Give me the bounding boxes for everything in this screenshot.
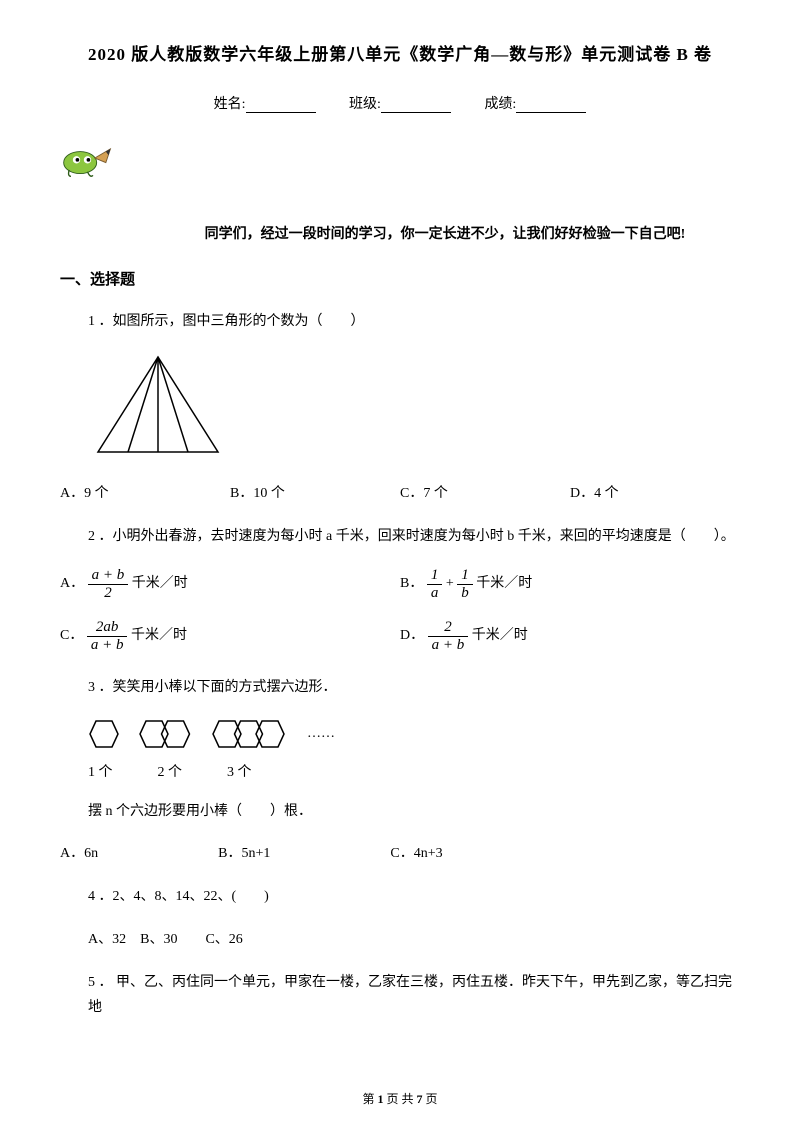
pencil-icon: [60, 133, 115, 183]
class-blank: [381, 99, 451, 113]
footer-suffix: 页: [423, 1092, 438, 1106]
class-label: 班级:: [349, 97, 381, 112]
q2c-den: a + b: [87, 637, 128, 654]
q2b-f1-num: 1: [427, 567, 443, 585]
hexagon-labels: 1 个 2 个 3 个: [88, 761, 740, 781]
hexagon-3: [211, 719, 289, 749]
hex-label-2: 2 个: [158, 761, 183, 781]
q2b-f2-den: b: [457, 585, 473, 602]
question-1-text: 1 ．如图所示，图中三角形的个数为（ ）: [88, 309, 740, 334]
question-2-text: 2 ．小明外出春游，去时速度为每小时 a 千米，回来时速度为每小时 b 千米，来…: [88, 524, 740, 549]
hex-label-1: 1 个: [88, 761, 113, 781]
q2a-num: a + b: [88, 567, 129, 585]
name-blank: [246, 99, 316, 113]
q2b-plus: +: [446, 577, 454, 592]
question-2-options-row2: C． 2aba + b 千米／时 D． 2a + b 千米／时: [60, 619, 740, 653]
q3-opt-a: A．6n: [60, 842, 98, 862]
q1-opt-b: B．10 个: [230, 482, 400, 502]
triangle-figure: [88, 352, 228, 462]
encouragement-text: 同学们，经过一段时间的学习，你一定长进不少，让我们好好检验一下自己吧!: [150, 223, 740, 243]
q2c-num: 2ab: [87, 619, 128, 637]
q2d-prefix: D．: [400, 629, 424, 644]
q2a-suffix: 千米／时: [132, 577, 188, 592]
question-3-text: 3 ．笑笑用小棒以下面的方式摆六边形．: [88, 675, 740, 700]
q3-opt-c: C．4n+3: [390, 842, 442, 862]
q2-opt-c: C． 2aba + b 千米／时: [60, 619, 400, 653]
q1-opt-c: C．7 个: [400, 482, 570, 502]
name-label: 姓名:: [214, 97, 246, 112]
hex-label-3: 3 个: [227, 761, 252, 781]
q2b-f2-num: 1: [457, 567, 473, 585]
q1-opt-d: D．4 个: [570, 482, 740, 502]
question-1-options: A．9 个 B．10 个 C．7 个 D．4 个: [60, 482, 740, 502]
question-4-text: 4 ．2、4、8、14、22、( ): [88, 884, 740, 909]
section-1-title: 一、选择题: [60, 268, 740, 289]
student-info-line: 姓名: 班级: 成绩:: [60, 93, 740, 113]
q2a-prefix: A．: [60, 577, 84, 592]
q2b-suffix: 千米／时: [476, 577, 532, 592]
question-2-options-row1: A． a + b2 千米／时 B． 1a + 1b 千米／时: [60, 567, 740, 601]
footer-prefix: 第: [362, 1092, 377, 1106]
hexagon-1: [88, 719, 120, 749]
question-4-options: A、32 B、30 C、26: [88, 927, 740, 952]
hexagon-figures: ……: [88, 719, 740, 749]
hexagon-2: [138, 719, 193, 749]
page-title: 2020 版人教版数学六年级上册第八单元《数学广角—数与形》单元测试卷 B 卷: [60, 40, 740, 65]
q2-opt-d: D． 2a + b 千米／时: [400, 619, 740, 653]
question-3-options: A．6n B．5n+1 C．4n+3: [60, 842, 740, 862]
question-5-text: 5 ． 甲、乙、丙住同一个单元，甲家在一楼，乙家在三楼，丙住五楼．昨天下午，甲先…: [88, 970, 740, 1020]
q2b-f1-den: a: [427, 585, 443, 602]
q2d-suffix: 千米／时: [472, 629, 528, 644]
q2b-prefix: B．: [400, 577, 423, 592]
question-3-text2: 摆 n 个六边形要用小棒（ ）根．: [88, 799, 740, 824]
score-blank: [516, 99, 586, 113]
footer-mid: 页 共: [383, 1092, 416, 1106]
q2-opt-b: B． 1a + 1b 千米／时: [400, 567, 740, 601]
q2d-num: 2: [428, 619, 469, 637]
q2d-den: a + b: [428, 637, 469, 654]
score-label: 成绩:: [484, 97, 516, 112]
q2a-den: 2: [88, 585, 129, 602]
hexagon-ellipsis: ……: [307, 726, 335, 742]
q3-opt-b: B．5n+1: [218, 842, 270, 862]
q2c-suffix: 千米／时: [131, 629, 187, 644]
q1-opt-a: A．9 个: [60, 482, 230, 502]
q2c-prefix: C．: [60, 629, 83, 644]
q2-opt-a: A． a + b2 千米／时: [60, 567, 400, 601]
page-footer: 第 1 页 共 7 页: [0, 1090, 800, 1107]
